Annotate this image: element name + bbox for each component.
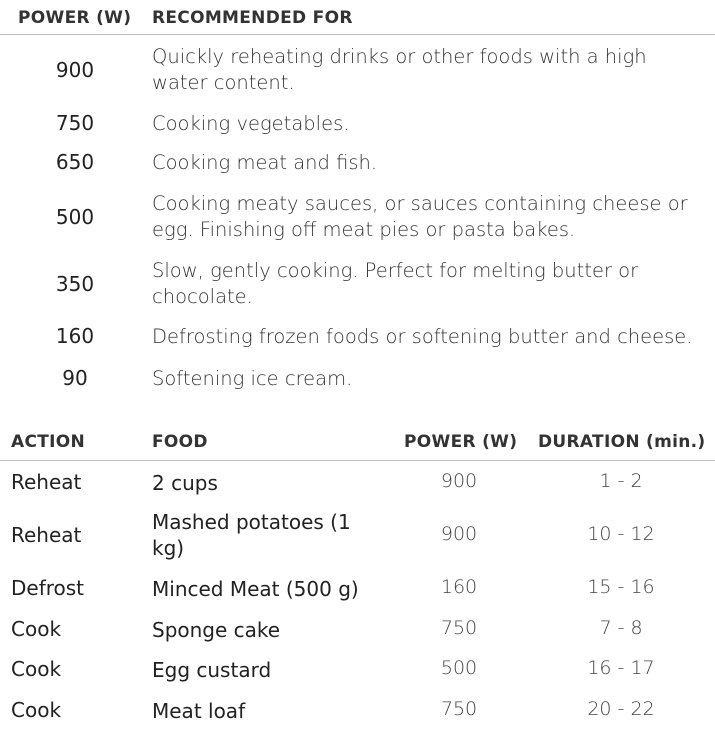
recommended-text: Quickly reheating drinks or other foods … xyxy=(152,45,647,94)
duration-cell: 16 - 17 xyxy=(587,657,655,679)
recommended-text: Softening ice cream. xyxy=(152,367,353,390)
header-power: POWER (W) xyxy=(18,8,132,28)
header-action: ACTION xyxy=(11,432,86,452)
power-cell: 750 xyxy=(440,617,478,639)
recommended-text: Slow, gently cooking. Perfect for meltin… xyxy=(152,259,639,308)
header-divider xyxy=(0,460,715,461)
power-cell: 500 xyxy=(440,657,478,679)
power-value: 160 xyxy=(55,324,95,348)
duration-cell: 20 - 22 xyxy=(587,698,655,720)
food-cell: Mashed potatoes (1 kg) xyxy=(152,510,351,560)
power-value: 350 xyxy=(55,272,95,296)
recommended-text: Cooking meat and fish. xyxy=(152,151,378,174)
food-cell: Sponge cake xyxy=(152,618,281,642)
action-cell: Reheat xyxy=(11,523,82,547)
power-table-header: POWER (W) RECOMMENDED FOR xyxy=(0,8,715,35)
action-table-header: ACTION FOOD POWER (W) DURATION (min.) xyxy=(0,432,715,458)
food-cell: Meat loaf xyxy=(152,699,246,723)
duration-cell: 15 - 16 xyxy=(587,576,655,598)
action-cell: Cook xyxy=(11,698,62,722)
power-value: 750 xyxy=(55,111,95,135)
action-cell: Cook xyxy=(11,657,62,681)
power-value: 650 xyxy=(55,150,95,174)
power-cell: 160 xyxy=(440,576,478,598)
action-cell: Defrost xyxy=(11,576,85,600)
action-cell: Reheat xyxy=(11,470,82,494)
duration-cell: 10 - 12 xyxy=(587,523,655,545)
power-value: 900 xyxy=(55,58,95,82)
power-cell: 900 xyxy=(440,523,478,545)
food-cell: Egg custard xyxy=(152,658,272,682)
action-cell: Cook xyxy=(11,617,62,641)
header-recommended-for: RECOMMENDED FOR xyxy=(152,8,353,28)
header-food: FOOD xyxy=(152,432,208,452)
food-cell: 2 cups xyxy=(152,471,218,495)
power-cell: 750 xyxy=(440,698,478,720)
food-cell: Minced Meat (500 g) xyxy=(152,577,359,601)
power-cell: 900 xyxy=(440,470,478,492)
duration-cell: 1 - 2 xyxy=(599,470,643,492)
recommended-text: Cooking vegetables. xyxy=(152,112,350,135)
recommended-text: Defrosting frozen foods or softening but… xyxy=(152,325,693,348)
duration-cell: 7 - 8 xyxy=(599,617,643,639)
recommended-text: Cooking meaty sauces, or sauces containi… xyxy=(152,192,688,241)
header-duration: DURATION (min.) xyxy=(538,432,706,452)
power-value: 90 xyxy=(62,366,88,390)
header-power: POWER (W) xyxy=(404,432,518,452)
power-value: 500 xyxy=(55,205,95,229)
